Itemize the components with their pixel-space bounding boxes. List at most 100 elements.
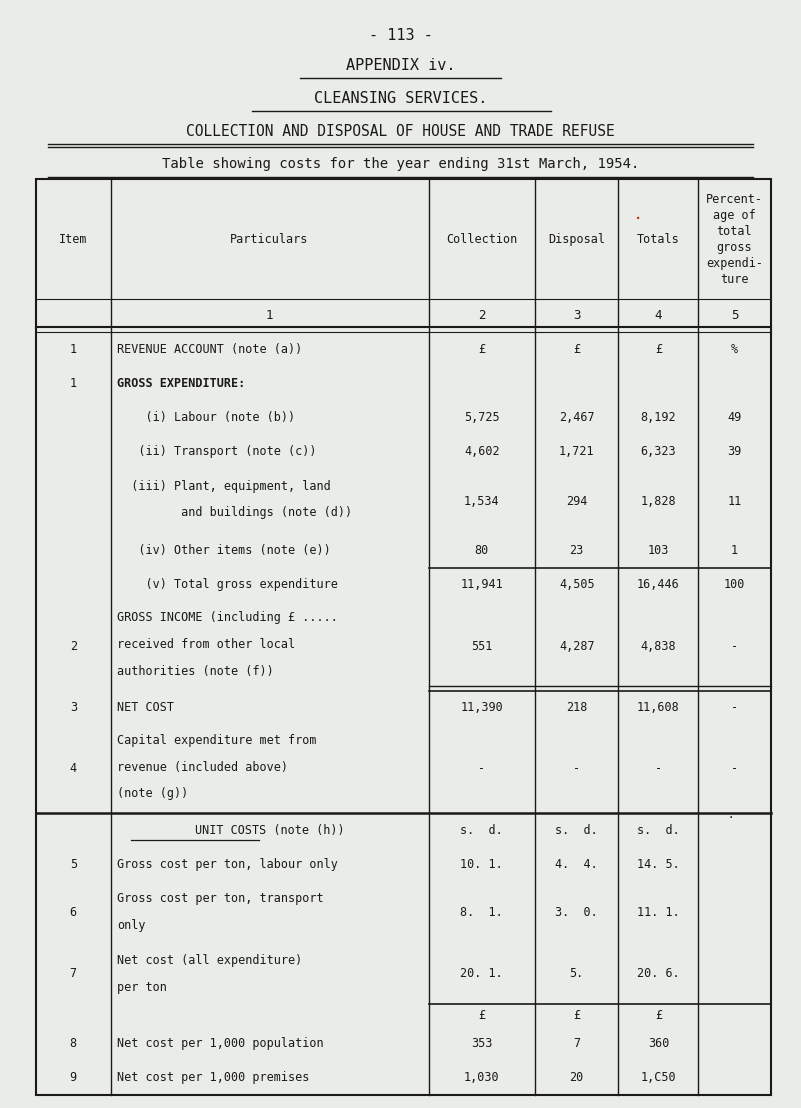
Text: only: only: [117, 920, 146, 932]
Text: 103: 103: [648, 544, 669, 557]
Text: £: £: [574, 1009, 580, 1022]
Text: authorities (note (f)): authorities (note (f)): [117, 665, 274, 677]
Text: 353: 353: [471, 1037, 493, 1050]
Text: APPENDIX iv.: APPENDIX iv.: [346, 58, 455, 73]
Text: CLEANSING SERVICES.: CLEANSING SERVICES.: [314, 91, 487, 106]
Text: 4,287: 4,287: [559, 639, 594, 653]
Text: £: £: [478, 343, 485, 356]
Text: UNIT COSTS (note (h)): UNIT COSTS (note (h)): [195, 824, 344, 837]
Text: 4,838: 4,838: [641, 639, 676, 653]
Text: NET COST: NET COST: [117, 701, 174, 714]
Text: 5: 5: [731, 309, 739, 322]
Text: £: £: [574, 343, 580, 356]
Text: 1,030: 1,030: [464, 1071, 500, 1084]
Text: Net cost (all expenditure): Net cost (all expenditure): [117, 954, 302, 966]
Text: 1,C50: 1,C50: [641, 1071, 676, 1084]
Text: 14. 5.: 14. 5.: [637, 858, 680, 871]
Text: -: -: [731, 639, 738, 653]
Text: 23: 23: [570, 544, 584, 557]
Text: Totals: Totals: [637, 233, 680, 246]
Text: 20: 20: [570, 1071, 584, 1084]
Text: 1,534: 1,534: [464, 495, 500, 507]
Text: -: -: [478, 762, 485, 776]
Text: (iv) Other items (note (e)): (iv) Other items (note (e)): [117, 544, 331, 557]
Text: and buildings (note (d)): and buildings (note (d)): [117, 506, 352, 520]
Text: 49: 49: [727, 411, 742, 424]
Text: 6: 6: [70, 905, 77, 919]
Text: - 113 -: - 113 -: [368, 28, 433, 43]
Text: 5: 5: [70, 858, 77, 871]
Text: 20. 1.: 20. 1.: [461, 967, 503, 981]
Text: 4: 4: [70, 762, 77, 776]
Text: 11,608: 11,608: [637, 701, 680, 714]
Text: Percent-
age of
total
gross
expendi-
ture: Percent- age of total gross expendi- tur…: [706, 193, 763, 286]
Text: Capital expenditure met from: Capital expenditure met from: [117, 735, 316, 747]
Text: 8: 8: [70, 1037, 77, 1050]
Text: 10. 1.: 10. 1.: [461, 858, 503, 871]
Text: 11,941: 11,941: [461, 578, 503, 592]
Text: -: -: [731, 701, 738, 714]
Text: 2,467: 2,467: [559, 411, 594, 424]
Text: -: -: [574, 762, 580, 776]
Text: 5,725: 5,725: [464, 411, 500, 424]
Text: GROSS INCOME (including £ .....: GROSS INCOME (including £ .....: [117, 612, 338, 624]
Text: 551: 551: [471, 639, 493, 653]
Text: 7: 7: [70, 967, 77, 981]
Text: 2: 2: [478, 309, 485, 322]
Text: 2: 2: [70, 639, 77, 653]
Text: revenue (included above): revenue (included above): [117, 761, 288, 773]
Text: 1: 1: [266, 309, 273, 322]
Text: 4.  4.: 4. 4.: [555, 858, 598, 871]
Text: 16,446: 16,446: [637, 578, 680, 592]
Text: Table showing costs for the year ending 31st March, 1954.: Table showing costs for the year ending …: [162, 157, 639, 172]
Text: s.  d.: s. d.: [461, 824, 503, 837]
Text: £: £: [655, 343, 662, 356]
Text: s.  d.: s. d.: [637, 824, 680, 837]
Text: £: £: [478, 1009, 485, 1022]
Text: 294: 294: [566, 495, 587, 507]
Text: 3: 3: [573, 309, 581, 322]
Text: (note (g)): (note (g)): [117, 788, 188, 800]
Text: -: -: [655, 762, 662, 776]
Text: 5.: 5.: [570, 967, 584, 981]
Text: 39: 39: [727, 445, 742, 459]
Text: Net cost per 1,000 premises: Net cost per 1,000 premises: [117, 1071, 309, 1084]
Text: s.  d.: s. d.: [555, 824, 598, 837]
Text: 9: 9: [70, 1071, 77, 1084]
Text: 6,323: 6,323: [641, 445, 676, 459]
Text: (iii) Plant, equipment, land: (iii) Plant, equipment, land: [117, 481, 331, 493]
Text: Particulars: Particulars: [231, 233, 308, 246]
Text: 100: 100: [724, 578, 745, 592]
Text: REVENUE ACCOUNT (note (a)): REVENUE ACCOUNT (note (a)): [117, 343, 302, 356]
Text: (ii) Transport (note (c)): (ii) Transport (note (c)): [117, 445, 316, 459]
Text: 4,602: 4,602: [464, 445, 500, 459]
Text: 1,828: 1,828: [641, 495, 676, 507]
Text: 11: 11: [727, 495, 742, 507]
Text: GROSS EXPENDITURE:: GROSS EXPENDITURE:: [117, 377, 245, 390]
Text: Gross cost per ton, transport: Gross cost per ton, transport: [117, 892, 324, 905]
Text: (i) Labour (note (b)): (i) Labour (note (b)): [117, 411, 295, 424]
Text: COLLECTION AND DISPOSAL OF HOUSE AND TRADE REFUSE: COLLECTION AND DISPOSAL OF HOUSE AND TRA…: [186, 124, 615, 140]
Text: 20. 6.: 20. 6.: [637, 967, 680, 981]
Text: Gross cost per ton, labour only: Gross cost per ton, labour only: [117, 858, 338, 871]
Text: £: £: [655, 1009, 662, 1022]
Bar: [36, 179, 771, 1095]
Text: 80: 80: [475, 544, 489, 557]
Text: .: .: [635, 204, 642, 223]
Text: received from other local: received from other local: [117, 638, 295, 650]
Text: (v) Total gross expenditure: (v) Total gross expenditure: [117, 578, 338, 592]
Text: 3.  0.: 3. 0.: [555, 905, 598, 919]
Text: 218: 218: [566, 701, 587, 714]
Text: 4,505: 4,505: [559, 578, 594, 592]
Text: 11,390: 11,390: [461, 701, 503, 714]
Text: per ton: per ton: [117, 981, 167, 994]
Text: 11. 1.: 11. 1.: [637, 905, 680, 919]
Text: Item: Item: [59, 233, 87, 246]
Text: Disposal: Disposal: [548, 233, 606, 246]
Text: 4: 4: [654, 309, 662, 322]
Text: -: -: [731, 762, 738, 776]
Text: 8.  1.: 8. 1.: [461, 905, 503, 919]
Text: 1: 1: [731, 544, 738, 557]
Text: 3: 3: [70, 701, 77, 714]
Text: 8,192: 8,192: [641, 411, 676, 424]
